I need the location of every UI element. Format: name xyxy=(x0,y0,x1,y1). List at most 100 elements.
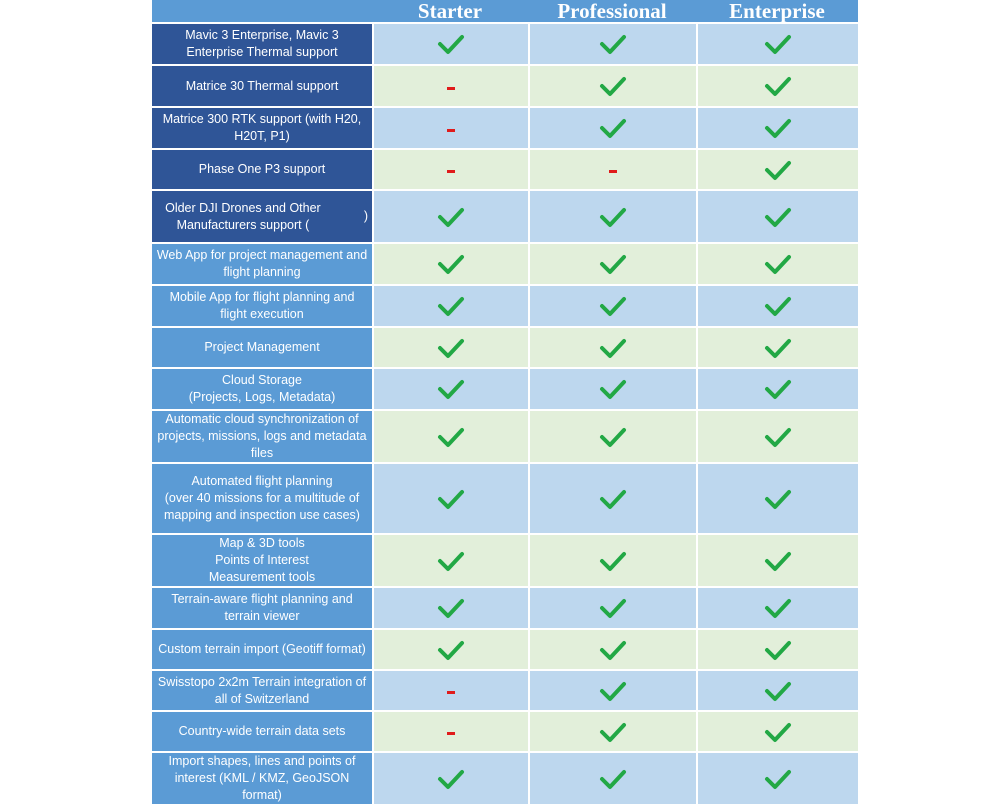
table-row: Map & 3D tools Points of Interest Measur… xyxy=(152,533,858,586)
dash-icon xyxy=(447,86,455,90)
check-icon xyxy=(599,337,627,359)
check-icon xyxy=(599,206,627,228)
feature-label: Matrice 30 Thermal support xyxy=(152,66,372,106)
check-icon xyxy=(764,117,792,139)
feature-label: Matrice 300 RTK support (with H20, H20T,… xyxy=(152,108,372,148)
value-cell-starter xyxy=(372,630,528,669)
table-row: Cloud Storage (Projects, Logs, Metadata) xyxy=(152,367,858,409)
feature-label: Swisstopo 2x2m Terrain integration of al… xyxy=(152,671,372,710)
feature-text: Cloud Storage (Projects, Logs, Metadata) xyxy=(188,373,336,404)
value-cell-starter xyxy=(372,191,528,242)
feature-label: Cloud Storage (Projects, Logs, Metadata) xyxy=(152,369,372,409)
check-icon xyxy=(764,206,792,228)
value-cell-starter xyxy=(372,671,528,710)
value-cell-starter xyxy=(372,535,528,586)
table-row: Automated flight planning (over 40 missi… xyxy=(152,462,858,533)
feature-label: Older DJI Drones and Other Manufacturers… xyxy=(152,191,372,242)
check-icon xyxy=(764,488,792,510)
feature-text: Mobile App for flight planning and fligh… xyxy=(169,290,355,321)
table-row: Mavic 3 Enterprise, Mavic 3 Enterprise T… xyxy=(152,22,858,64)
column-header-starter: Starter xyxy=(417,0,483,23)
check-icon xyxy=(599,253,627,275)
check-icon xyxy=(599,597,627,619)
check-icon xyxy=(437,206,465,228)
check-icon xyxy=(437,378,465,400)
check-icon xyxy=(764,253,792,275)
table-row: Mobile App for flight planning and fligh… xyxy=(152,284,858,326)
check-icon xyxy=(437,33,465,55)
value-cell-starter xyxy=(372,150,528,189)
check-icon xyxy=(437,639,465,661)
value-cell-enterprise xyxy=(696,108,858,148)
feature-text-suffix: ) xyxy=(363,209,368,223)
value-cell-professional xyxy=(528,411,696,462)
check-icon xyxy=(764,768,792,790)
check-icon xyxy=(764,680,792,702)
check-icon xyxy=(764,378,792,400)
check-icon xyxy=(764,75,792,97)
value-cell-professional xyxy=(528,286,696,326)
feature-label: Project Management xyxy=(152,328,372,367)
value-cell-professional xyxy=(528,588,696,628)
value-cell-enterprise xyxy=(696,630,858,669)
dash-icon xyxy=(447,128,455,132)
check-icon xyxy=(437,597,465,619)
feature-text: Phase One P3 support xyxy=(198,162,326,176)
check-icon xyxy=(599,426,627,448)
value-cell-enterprise xyxy=(696,369,858,409)
column-header-enterprise: Enterprise xyxy=(729,0,825,23)
check-icon xyxy=(764,639,792,661)
feature-text: Map & 3D tools Points of Interest Measur… xyxy=(208,536,316,584)
value-cell-enterprise xyxy=(696,24,858,64)
value-cell-starter xyxy=(372,328,528,367)
table-body: Mavic 3 Enterprise, Mavic 3 Enterprise T… xyxy=(152,22,858,804)
check-icon xyxy=(599,117,627,139)
value-cell-professional xyxy=(528,464,696,533)
check-icon xyxy=(437,426,465,448)
check-icon xyxy=(764,597,792,619)
value-cell-enterprise xyxy=(696,286,858,326)
feature-text: Country-wide terrain data sets xyxy=(178,724,346,738)
feature-text: Mavic 3 Enterprise, Mavic 3 Enterprise T… xyxy=(185,28,339,59)
value-cell-enterprise xyxy=(696,671,858,710)
value-cell-professional xyxy=(528,535,696,586)
value-cell-professional xyxy=(528,671,696,710)
table-row: Matrice 30 Thermal support xyxy=(152,64,858,106)
check-icon xyxy=(599,75,627,97)
value-cell-starter xyxy=(372,712,528,751)
value-cell-professional xyxy=(528,66,696,106)
value-cell-enterprise xyxy=(696,150,858,189)
value-cell-starter xyxy=(372,24,528,64)
value-cell-enterprise xyxy=(696,191,858,242)
table-row: Project Management xyxy=(152,326,858,367)
check-icon xyxy=(599,378,627,400)
check-icon xyxy=(437,488,465,510)
check-icon xyxy=(437,768,465,790)
feature-text: Import shapes, lines and points of inter… xyxy=(168,754,356,802)
feature-text: Automated flight planning (over 40 missi… xyxy=(164,474,360,522)
table-row: Swisstopo 2x2m Terrain integration of al… xyxy=(152,669,858,710)
value-cell-professional xyxy=(528,753,696,804)
check-icon xyxy=(764,159,792,181)
feature-text: Older DJI Drones and Other Manufacturers… xyxy=(165,200,321,232)
value-cell-enterprise xyxy=(696,244,858,284)
check-icon xyxy=(764,33,792,55)
feature-text: Terrain-aware flight planning and terrai… xyxy=(171,592,353,623)
table-row: Terrain-aware flight planning and terrai… xyxy=(152,586,858,628)
feature-text: Swisstopo 2x2m Terrain integration of al… xyxy=(157,674,367,706)
value-cell-starter xyxy=(372,411,528,462)
feature-label: Terrain-aware flight planning and terrai… xyxy=(152,588,372,628)
check-icon xyxy=(599,768,627,790)
table-row: Import shapes, lines and points of inter… xyxy=(152,751,858,804)
table-row: Country-wide terrain data sets xyxy=(152,710,858,751)
dash-icon xyxy=(447,732,455,735)
check-icon xyxy=(599,721,627,743)
value-cell-professional xyxy=(528,244,696,284)
value-cell-enterprise xyxy=(696,712,858,751)
check-icon xyxy=(764,295,792,317)
feature-label: Mavic 3 Enterprise, Mavic 3 Enterprise T… xyxy=(152,24,372,64)
table-row: Matrice 300 RTK support (with H20, H20T,… xyxy=(152,106,858,148)
value-cell-starter xyxy=(372,464,528,533)
value-cell-professional xyxy=(528,630,696,669)
check-icon xyxy=(764,550,792,572)
